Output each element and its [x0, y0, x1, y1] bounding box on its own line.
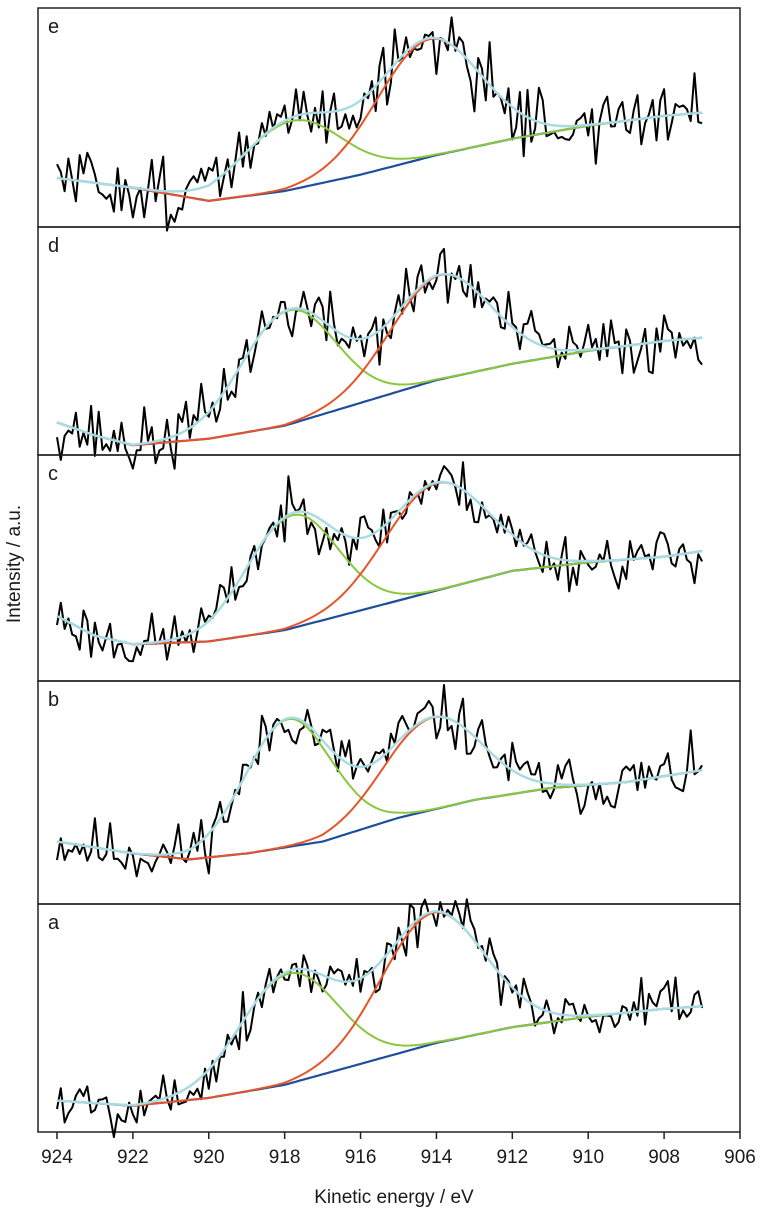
x-tick-label: 908	[648, 1147, 680, 1168]
series-peak-2	[56, 911, 703, 1107]
series-baseline	[56, 1005, 703, 1107]
x-tick-label: 910	[572, 1147, 604, 1168]
panel-b: b	[37, 680, 741, 905]
panel-label: d	[48, 235, 59, 257]
x-axis-label: Kinetic energy / eV	[314, 1187, 474, 1208]
series-envelope	[56, 909, 703, 1107]
series-measured	[56, 247, 703, 470]
x-tick-label: 906	[724, 1147, 756, 1168]
series-peak-1	[56, 972, 703, 1107]
series-measured	[56, 898, 704, 1139]
panel-label: c	[48, 463, 58, 485]
panel-frame	[37, 903, 741, 1133]
x-tick-label: 918	[269, 1147, 301, 1168]
x-tick-label: 914	[421, 1147, 453, 1168]
x-tick-label: 924	[41, 1147, 73, 1168]
series-peak-2	[56, 715, 703, 861]
panel-frame	[37, 680, 741, 905]
x-axis: 924 922 920 918 916 914 912 910 908 906	[41, 1132, 756, 1168]
panel-label: a	[48, 912, 60, 934]
series-peak-1	[56, 717, 703, 856]
series-envelope	[56, 272, 703, 447]
y-axis-label: Intensity / a.u.	[4, 505, 25, 623]
series-peak-2	[56, 481, 703, 646]
series-envelope	[56, 715, 703, 856]
series-measured	[56, 16, 703, 232]
x-tick-label: 916	[345, 1147, 377, 1168]
panel-label: b	[48, 689, 59, 711]
x-tick-label: 920	[193, 1147, 225, 1168]
panel-c: c	[37, 454, 741, 682]
series-envelope	[56, 36, 703, 193]
series-measured	[56, 684, 703, 878]
panel-a: a	[37, 898, 741, 1139]
panel-label: e	[48, 16, 59, 38]
panels-layer: e d c b a	[37, 7, 741, 1139]
x-tick-label: 912	[496, 1147, 528, 1168]
panel-frame	[37, 7, 741, 228]
series-envelope	[56, 480, 703, 646]
panel-e: e	[37, 7, 741, 232]
x-tick-label: 922	[117, 1147, 149, 1168]
panel-d: d	[37, 226, 741, 470]
